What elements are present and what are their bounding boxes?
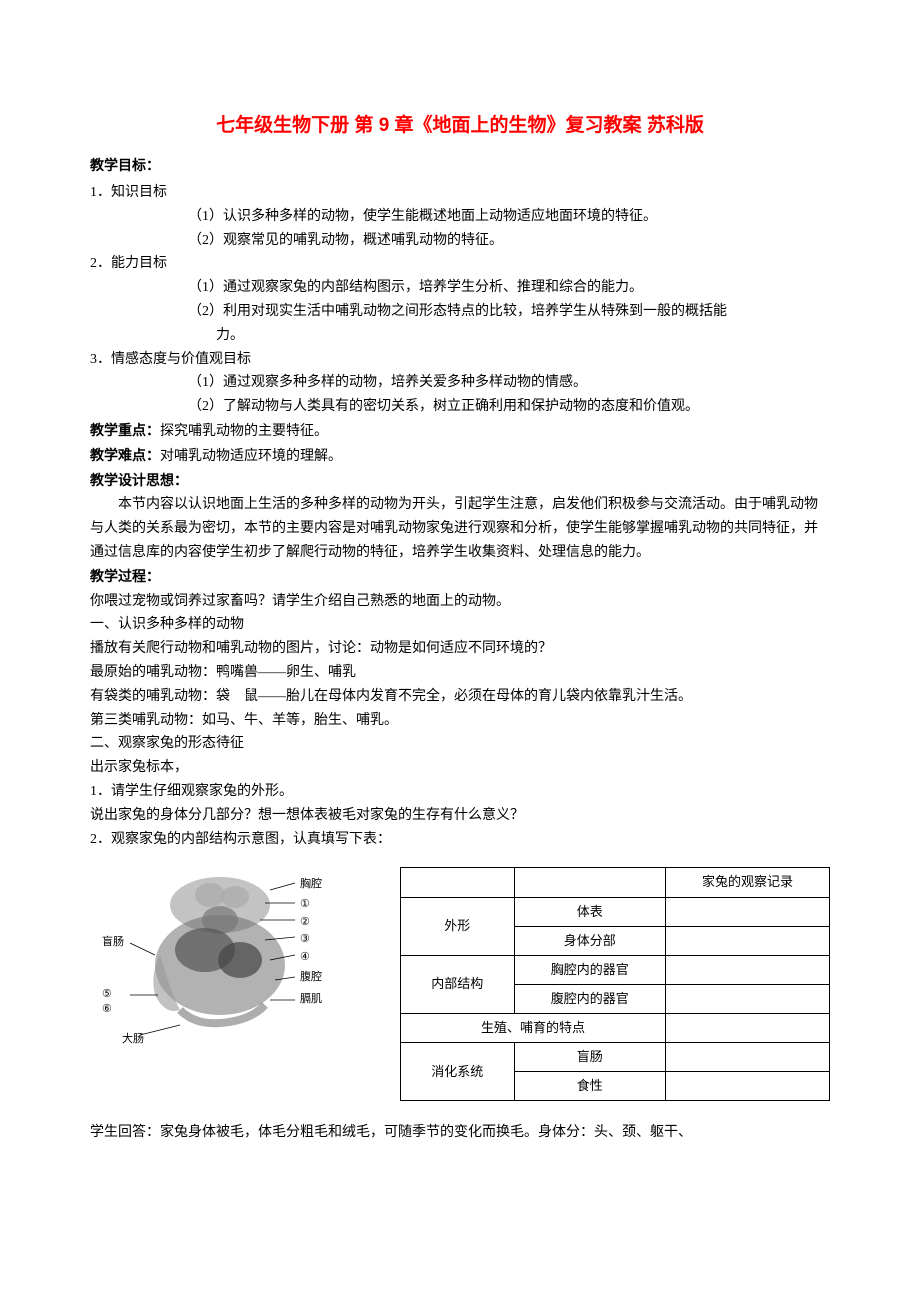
process-line-4: 有袋类的哺乳动物：袋 鼠——胎儿在母体内发育不完全，必须在母体的育儿袋内依靠乳汁… [90,685,830,709]
observation-table: 家兔的观察记录 外形 体表 身体分部 内部结构 胸腔内的器官 腹腔内的器官 生殖… [400,867,830,1101]
difficulty-text: 对哺乳动物适应环境的理解。 [160,449,342,464]
fig-label-n4: ④ [300,948,310,967]
fig-label-n1: ① [300,895,310,914]
knowledge-item-2: （2）观察常见的哺乳动物，概述哺乳动物的特征。 [90,229,830,253]
process-line-6: 二、观察家兔的形态待征 [90,732,830,756]
table-group-internal: 内部结构 [401,955,515,1013]
difficulty-label: 教学难点： [90,447,160,463]
table-sub-thoracic-organs: 胸腔内的器官 [514,955,665,984]
goal-label: 教学目标： [90,157,160,173]
design-label: 教学设计思想： [90,472,188,488]
table-sub-body-parts: 身体分部 [514,926,665,955]
anatomy-svg [110,865,330,1045]
process-line-5: 第三类哺乳动物：如马、牛、羊等，胎生、哺乳。 [90,709,830,733]
attitude-item-1: （1）通过观察多种多样的动物，培养关爱多种多样动物的情感。 [90,371,830,395]
process-line-2: 播放有关爬行动物和哺乳动物的图片，讨论：动物是如何适应不同环境的？ [90,637,830,661]
table-group-digestive: 消化系统 [401,1042,515,1100]
table-row: 外形 体表 [401,897,830,926]
ability-heading: 2．能力目标 [90,252,830,276]
keypoint-label: 教学重点： [90,422,160,438]
table-sub-diet: 食性 [514,1072,665,1101]
ability-item-2b: 力。 [90,324,830,348]
fig-label-n6: ⑥ [102,1000,112,1019]
process-line-10: 2．观察家兔的内部结构示意图，认真填写下表： [90,828,830,852]
table-header-record: 家兔的观察记录 [665,868,829,897]
table-row: 消化系统 盲肠 [401,1042,830,1071]
table-sub-abdominal-organs: 腹腔内的器官 [514,984,665,1013]
fig-label-colon: 大肠 [122,1030,144,1049]
knowledge-heading: 1．知识目标 [90,181,830,205]
table-sub-body-surface: 体表 [514,897,665,926]
answer-text: 学生回答：家兔身体被毛，体毛分粗毛和绒毛，可随季节的变化而换毛。身体分：头、颈、… [90,1121,830,1145]
table-group-appearance: 外形 [401,897,515,955]
table-row: 家兔的观察记录 [401,868,830,897]
table-sub-cecum: 盲肠 [514,1042,665,1071]
fig-label-n3: ③ [300,930,310,949]
process-line-7: 出示家兔标本， [90,756,830,780]
ability-item-2: （2）利用对现实生活中哺乳动物之间形态特点的比较，培养学生从特殊到一般的概括能 [90,300,830,324]
keypoint-text: 探究哺乳动物的主要特征。 [160,424,328,439]
process-label: 教学过程： [90,568,160,584]
fig-label-abdominal: 腹腔 [300,968,322,987]
fig-label-n2: ② [300,913,310,932]
table-row: 内部结构 胸腔内的器官 [401,955,830,984]
attitude-item-2: （2）了解动物与人类具有的密切关系，树立正确利用和保护动物的态度和价值观。 [90,395,830,419]
process-line-8: 1．请学生仔细观察家兔的外形。 [90,780,830,804]
knowledge-item-1: （1）认识多种多样的动物，使学生能概述地面上动物适应地面环境的特征。 [90,205,830,229]
process-line-1: 一、认识多种多样的动物 [90,613,830,637]
fig-label-cecum: 盲肠 [102,933,124,952]
table-group-reproduction: 生殖、哺育的特点 [401,1013,666,1042]
page-title: 七年级生物下册 第 9 章《地面上的生物》复习教案 苏科版 [90,110,830,142]
process-line-3: 最原始的哺乳动物：鸭嘴兽——卵生、哺乳 [90,661,830,685]
process-line-9: 说出家兔的身体分几部分？想一想体表被毛对家兔的生存有什么意义？ [90,804,830,828]
anatomy-figure: 盲肠 ⑤ ⑥ 大肠 胸腔 ① ② ③ ④ 腹腔 膈肌 [90,865,370,1065]
figure-table-row: 盲肠 ⑤ ⑥ 大肠 胸腔 ① ② ③ ④ 腹腔 膈肌 家兔的观察记录 外形 体表… [90,865,830,1101]
attitude-heading: 3．情感态度与价值观目标 [90,348,830,372]
design-text: 本节内容以认识地面上生活的多种多样的动物为开头，引起学生注意，启发他们积极参与交… [90,493,830,564]
process-line-0: 你喂过宠物或饲养过家畜吗？请学生介绍自己熟悉的地面上的动物。 [90,590,830,614]
table-row: 生殖、哺育的特点 [401,1013,830,1042]
fig-label-diaphragm: 膈肌 [300,990,322,1009]
ability-item-1: （1）通过观察家兔的内部结构图示，培养学生分析、推理和综合的能力。 [90,276,830,300]
fig-label-thoracic: 胸腔 [300,875,322,894]
